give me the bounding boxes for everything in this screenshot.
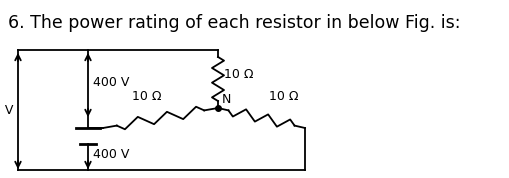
Text: 400 V: 400 V (0, 103, 13, 116)
Text: 10 Ω: 10 Ω (132, 90, 161, 103)
Text: 6. The power rating of each resistor in below Fig. is:: 6. The power rating of each resistor in … (8, 14, 461, 32)
Text: 400 V: 400 V (93, 148, 129, 161)
Text: 10 Ω: 10 Ω (224, 67, 253, 80)
Text: 400 V: 400 V (93, 75, 129, 88)
Text: N: N (222, 93, 232, 106)
Text: 10 Ω: 10 Ω (269, 90, 298, 103)
